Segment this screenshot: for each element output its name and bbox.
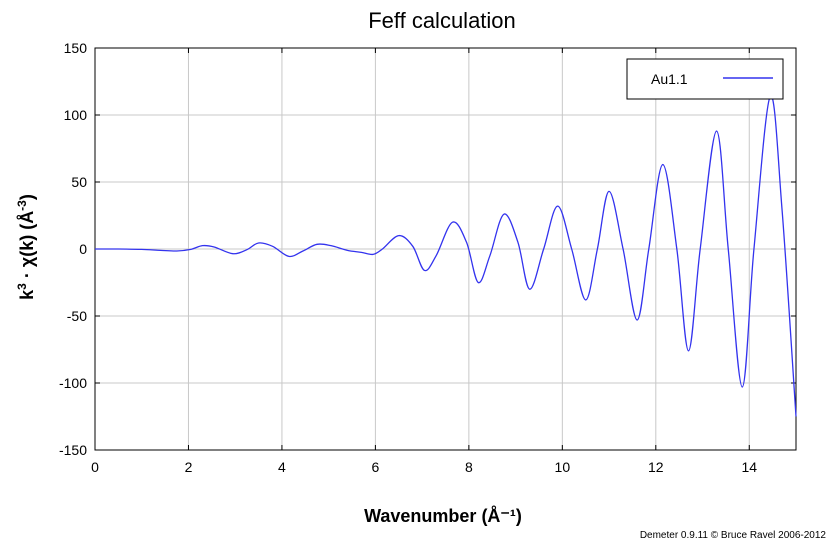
x-tick-label: 0 xyxy=(91,459,99,475)
x-tick-label: 10 xyxy=(555,459,571,475)
y-axis-label: k3 · χ(k) (Å-3) xyxy=(15,194,37,300)
y-tick-label: 0 xyxy=(79,241,87,257)
legend-label-au1-1: Au1.1 xyxy=(651,71,688,87)
x-tick-label: 12 xyxy=(648,459,664,475)
footer-credit: Demeter 0.9.11 © Bruce Ravel 2006-2012 xyxy=(640,530,827,541)
grid xyxy=(94,47,796,451)
y-tick-labels: 150 100 50 0 -50 -100 -150 xyxy=(59,40,87,458)
legend-box xyxy=(626,58,784,100)
y-tick-label: -150 xyxy=(59,442,87,458)
y-tick-label: -50 xyxy=(67,308,87,324)
x-tick-label: 6 xyxy=(372,459,380,475)
legend: Au1.1 xyxy=(626,58,784,100)
x-tick-label: 4 xyxy=(278,459,286,475)
y-tick-label: 50 xyxy=(71,174,87,190)
y-tick-label: 100 xyxy=(64,107,88,123)
y-tick-label: -100 xyxy=(59,375,87,391)
series-line-au1-1 xyxy=(94,95,797,417)
x-axis-label: Wavenumber (Å⁻¹) xyxy=(364,506,522,526)
y-tick-label: 150 xyxy=(64,40,88,56)
x-tick-label: 2 xyxy=(185,459,193,475)
x-tick-label: 14 xyxy=(741,459,757,475)
series-layer xyxy=(94,95,797,417)
chart-title: Feff calculation xyxy=(368,8,516,33)
x-tick-labels: 0 2 4 6 8 10 12 14 xyxy=(91,459,757,475)
x-tick-label: 8 xyxy=(465,459,473,475)
